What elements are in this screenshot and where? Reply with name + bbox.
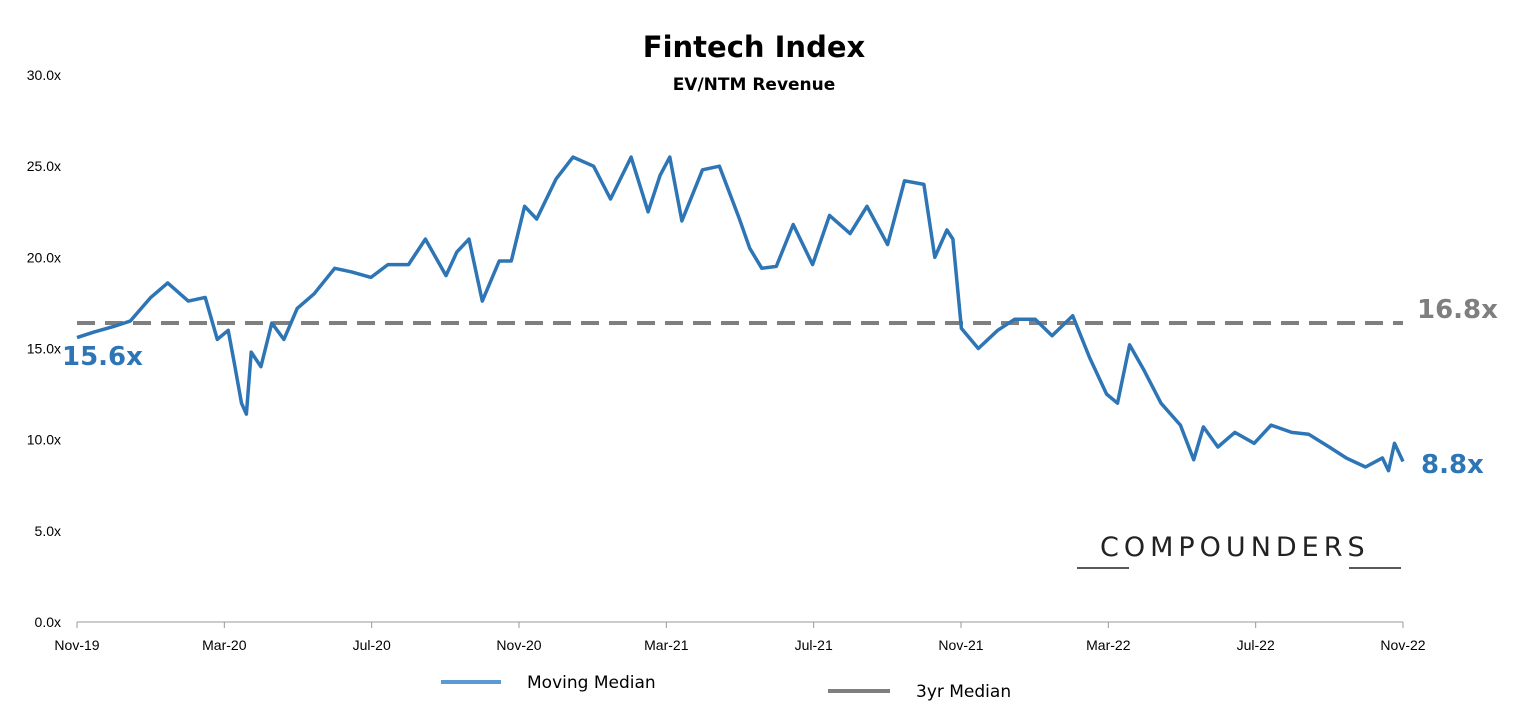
compounders-logo: COMPOUNDERS [1077, 532, 1401, 569]
y-tick-label: 10.0x [27, 432, 61, 448]
brand-wordmark: COMPOUNDERS [1100, 532, 1370, 563]
y-tick-label: 20.0x [27, 249, 61, 265]
legend-label-3yr-median: 3yr Median [916, 682, 1011, 702]
y-axis-ticks: 0.0x 5.0x 10.0x 15.0x 20.0x 25.0x 30.0x [27, 67, 61, 630]
x-axis-ticks: Nov-19 Mar-20 Jul-20 Nov-20 Mar-21 Jul-21 Nov-… [54, 622, 1426, 653]
x-tick-label: Nov-19 [54, 637, 99, 653]
legend: Moving Median 3yr Median [441, 673, 1011, 702]
y-tick-label: 5.0x [35, 523, 61, 539]
end-value-annotation: 8.8x [1421, 450, 1484, 480]
median-value-annotation: 16.8x [1417, 295, 1498, 325]
y-tick-label: 25.0x [27, 158, 61, 174]
start-value-annotation: 15.6x [62, 342, 143, 372]
y-tick-label: 15.0x [27, 341, 61, 357]
x-tick-label: Mar-20 [202, 637, 247, 653]
y-tick-label: 0.0x [35, 614, 61, 630]
x-tick-label: Jul-20 [353, 637, 391, 653]
x-tick-label: Mar-21 [644, 637, 689, 653]
x-tick-label: Nov-22 [1380, 637, 1425, 653]
y-tick-label: 30.0x [27, 67, 61, 83]
x-tick-label: Jul-22 [1237, 637, 1275, 653]
x-tick-label: Mar-22 [1086, 637, 1131, 653]
chart-subtitle: EV/NTM Revenue [673, 75, 836, 95]
x-tick-label: Nov-20 [496, 637, 541, 653]
legend-label-moving-median: Moving Median [527, 673, 656, 693]
moving-median-line [76, 155, 1405, 473]
chart-title: Fintech Index [643, 30, 866, 64]
x-tick-label: Jul-21 [795, 637, 833, 653]
x-tick-label: Nov-21 [938, 637, 983, 653]
